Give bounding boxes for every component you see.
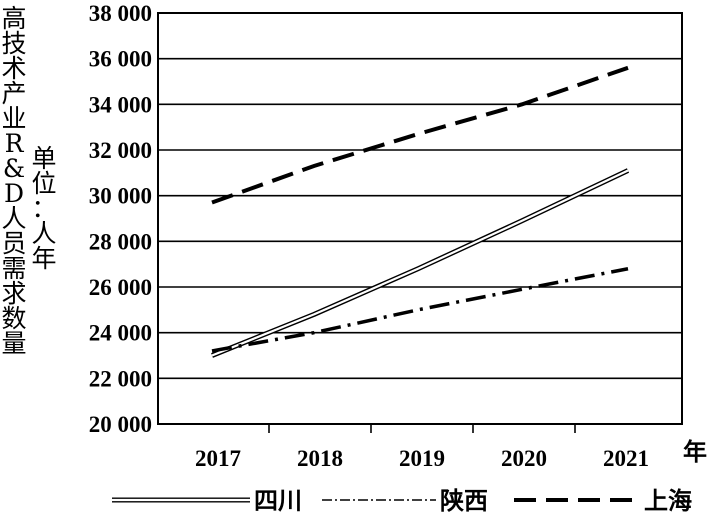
label-char: D	[3, 179, 25, 208]
legend-item-1: 四川	[112, 486, 302, 515]
y-tick-label: 36 000	[89, 47, 152, 72]
legend-label: 陕西	[440, 486, 488, 515]
label-char: 求	[1, 279, 27, 308]
x-tick-label: 2020	[501, 446, 547, 471]
label-char: 术	[1, 54, 27, 83]
label-char: 人	[1, 204, 27, 233]
y-tick-label: 30 000	[89, 184, 152, 209]
x-axis-label: 年	[683, 437, 707, 466]
legend-item-3: 上海	[514, 486, 692, 515]
label-char: 高	[1, 4, 27, 33]
x-tick-label: 2017	[195, 446, 241, 471]
series-line-3	[211, 65, 629, 205]
label-char: ：	[31, 194, 57, 223]
label-char: 数	[1, 304, 27, 333]
y-tick-label: 32 000	[89, 138, 152, 163]
label-char: 需	[1, 254, 27, 283]
y-tick-label: 20 000	[89, 412, 152, 437]
y-tick-label: 22 000	[89, 366, 152, 391]
label-char: 单	[31, 144, 57, 173]
legend-item-2: 陕西	[322, 486, 488, 515]
gridlines	[158, 12, 682, 425]
label-char: 人	[31, 219, 57, 248]
label-char: 产	[1, 79, 27, 108]
series-line-2	[211, 267, 629, 353]
legend: 四川 陕西 上海	[112, 486, 692, 515]
y-tick-label: 26 000	[89, 275, 152, 300]
label-char: 技	[1, 29, 27, 58]
label-char: 位	[31, 169, 57, 198]
x-tick-label: 2021	[603, 446, 649, 471]
unit-label: 单位：人年	[30, 146, 58, 271]
x-axis-ticks: 2017 2018 2019 2020 2021	[195, 424, 649, 471]
label-char: 员	[1, 229, 27, 258]
y-axis-label: 高技术产业 R & D 人员需求数量	[0, 6, 28, 356]
y-tick-label: 38 000	[89, 1, 152, 26]
legend-label: 四川	[254, 486, 302, 515]
legend-label: 上海	[644, 486, 692, 515]
y-tick-label: 24 000	[89, 321, 152, 346]
y-axis-ticks: 20 000 22 000 24 000 26 000 28 000 30 000 32 0…	[89, 1, 152, 437]
y-tick-label: 34 000	[89, 92, 152, 117]
plot-frame	[157, 12, 683, 425]
x-tick-label: 2019	[399, 446, 445, 471]
x-tick-label: 2018	[297, 446, 343, 471]
series-line-1	[211, 168, 630, 358]
y-tick-label: 28 000	[89, 229, 152, 254]
label-char: R	[4, 129, 24, 158]
label-char: &	[2, 154, 26, 183]
label-char: 业	[1, 104, 27, 133]
label-char: 量	[1, 329, 27, 358]
label-char: 年	[31, 244, 57, 273]
series-lines	[211, 65, 630, 358]
